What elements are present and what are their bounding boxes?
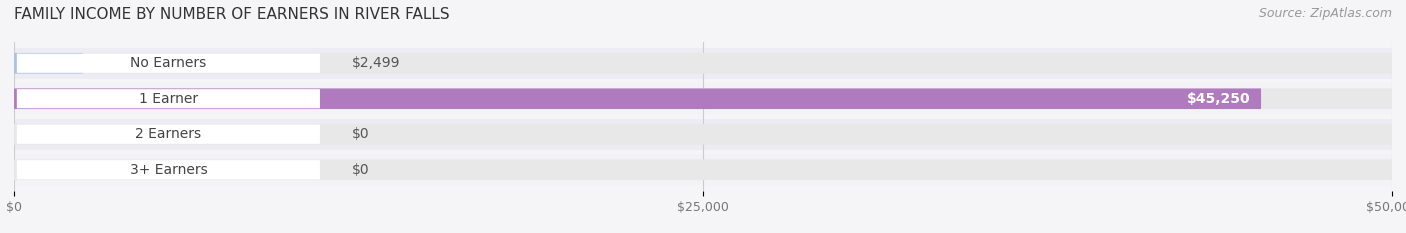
Text: Source: ZipAtlas.com: Source: ZipAtlas.com xyxy=(1258,7,1392,20)
FancyBboxPatch shape xyxy=(14,53,1392,74)
Text: $0: $0 xyxy=(352,127,370,141)
FancyBboxPatch shape xyxy=(14,124,1392,144)
FancyBboxPatch shape xyxy=(14,53,83,74)
FancyBboxPatch shape xyxy=(14,89,1261,109)
Text: $45,250: $45,250 xyxy=(1187,92,1250,106)
FancyBboxPatch shape xyxy=(14,89,1392,109)
Text: 3+ Earners: 3+ Earners xyxy=(129,163,207,177)
Text: No Earners: No Earners xyxy=(131,56,207,70)
FancyBboxPatch shape xyxy=(17,54,321,73)
FancyBboxPatch shape xyxy=(17,89,321,108)
Text: FAMILY INCOME BY NUMBER OF EARNERS IN RIVER FALLS: FAMILY INCOME BY NUMBER OF EARNERS IN RI… xyxy=(14,7,450,22)
Text: 1 Earner: 1 Earner xyxy=(139,92,198,106)
Text: $0: $0 xyxy=(352,163,370,177)
Text: 2 Earners: 2 Earners xyxy=(135,127,201,141)
FancyBboxPatch shape xyxy=(17,160,321,179)
FancyBboxPatch shape xyxy=(14,159,1392,180)
Text: $2,499: $2,499 xyxy=(352,56,401,70)
FancyBboxPatch shape xyxy=(14,119,1392,150)
FancyBboxPatch shape xyxy=(17,125,321,144)
FancyBboxPatch shape xyxy=(14,83,1392,114)
FancyBboxPatch shape xyxy=(14,48,1392,79)
FancyBboxPatch shape xyxy=(14,154,1392,185)
